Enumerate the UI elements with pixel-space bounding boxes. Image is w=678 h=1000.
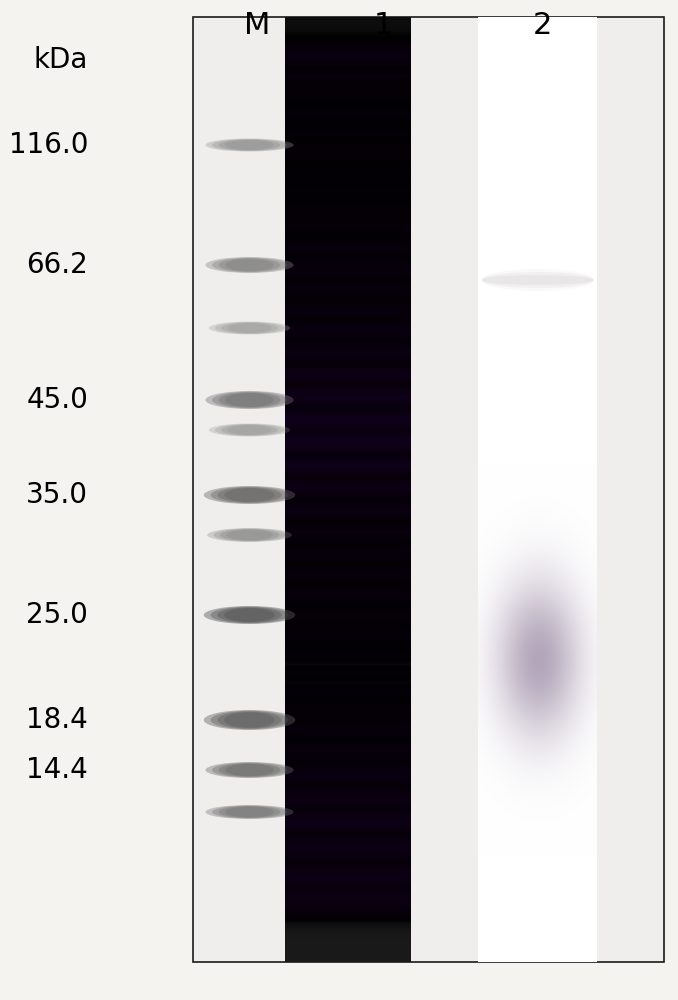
Text: 18.4: 18.4 bbox=[26, 706, 88, 734]
Text: 45.0: 45.0 bbox=[26, 386, 88, 414]
Ellipse shape bbox=[218, 806, 281, 818]
Ellipse shape bbox=[211, 711, 288, 729]
Ellipse shape bbox=[205, 138, 294, 151]
Ellipse shape bbox=[212, 392, 287, 408]
Ellipse shape bbox=[211, 607, 288, 623]
Ellipse shape bbox=[205, 257, 294, 273]
Ellipse shape bbox=[481, 269, 594, 291]
Ellipse shape bbox=[209, 424, 290, 436]
Ellipse shape bbox=[224, 608, 275, 622]
Text: 25.0: 25.0 bbox=[26, 601, 88, 629]
Ellipse shape bbox=[225, 807, 274, 817]
Text: 1: 1 bbox=[374, 10, 393, 39]
Ellipse shape bbox=[212, 806, 287, 818]
Ellipse shape bbox=[212, 139, 287, 151]
Ellipse shape bbox=[218, 607, 281, 623]
Ellipse shape bbox=[227, 425, 272, 435]
Text: 2: 2 bbox=[533, 10, 552, 39]
Text: 66.2: 66.2 bbox=[26, 251, 88, 279]
Text: 14.4: 14.4 bbox=[26, 756, 88, 784]
Text: 116.0: 116.0 bbox=[9, 131, 88, 159]
Ellipse shape bbox=[205, 391, 294, 409]
Ellipse shape bbox=[225, 393, 274, 407]
Ellipse shape bbox=[218, 712, 281, 728]
Ellipse shape bbox=[218, 139, 281, 151]
Ellipse shape bbox=[221, 322, 278, 334]
Ellipse shape bbox=[481, 275, 594, 285]
Ellipse shape bbox=[224, 488, 275, 502]
Ellipse shape bbox=[207, 528, 292, 542]
Text: M: M bbox=[245, 10, 271, 39]
Ellipse shape bbox=[224, 712, 275, 728]
Ellipse shape bbox=[225, 140, 274, 150]
Ellipse shape bbox=[214, 529, 285, 541]
Ellipse shape bbox=[227, 323, 272, 333]
Ellipse shape bbox=[211, 487, 288, 503]
Ellipse shape bbox=[220, 529, 279, 541]
Text: 35.0: 35.0 bbox=[26, 481, 88, 509]
Ellipse shape bbox=[215, 424, 284, 436]
Ellipse shape bbox=[203, 606, 296, 624]
Ellipse shape bbox=[218, 258, 281, 272]
Ellipse shape bbox=[205, 805, 294, 819]
Ellipse shape bbox=[212, 258, 287, 272]
Ellipse shape bbox=[218, 763, 281, 777]
Ellipse shape bbox=[203, 710, 296, 730]
Ellipse shape bbox=[212, 763, 287, 777]
Ellipse shape bbox=[215, 322, 284, 334]
Bar bbox=[193, 17, 664, 962]
Ellipse shape bbox=[225, 259, 274, 271]
Ellipse shape bbox=[225, 764, 274, 776]
Ellipse shape bbox=[218, 487, 281, 503]
Ellipse shape bbox=[226, 530, 273, 540]
Text: kDa: kDa bbox=[34, 46, 88, 74]
Ellipse shape bbox=[209, 322, 290, 334]
Ellipse shape bbox=[205, 762, 294, 778]
Ellipse shape bbox=[218, 392, 281, 408]
Ellipse shape bbox=[221, 424, 278, 436]
Ellipse shape bbox=[481, 272, 594, 288]
Ellipse shape bbox=[203, 486, 296, 504]
